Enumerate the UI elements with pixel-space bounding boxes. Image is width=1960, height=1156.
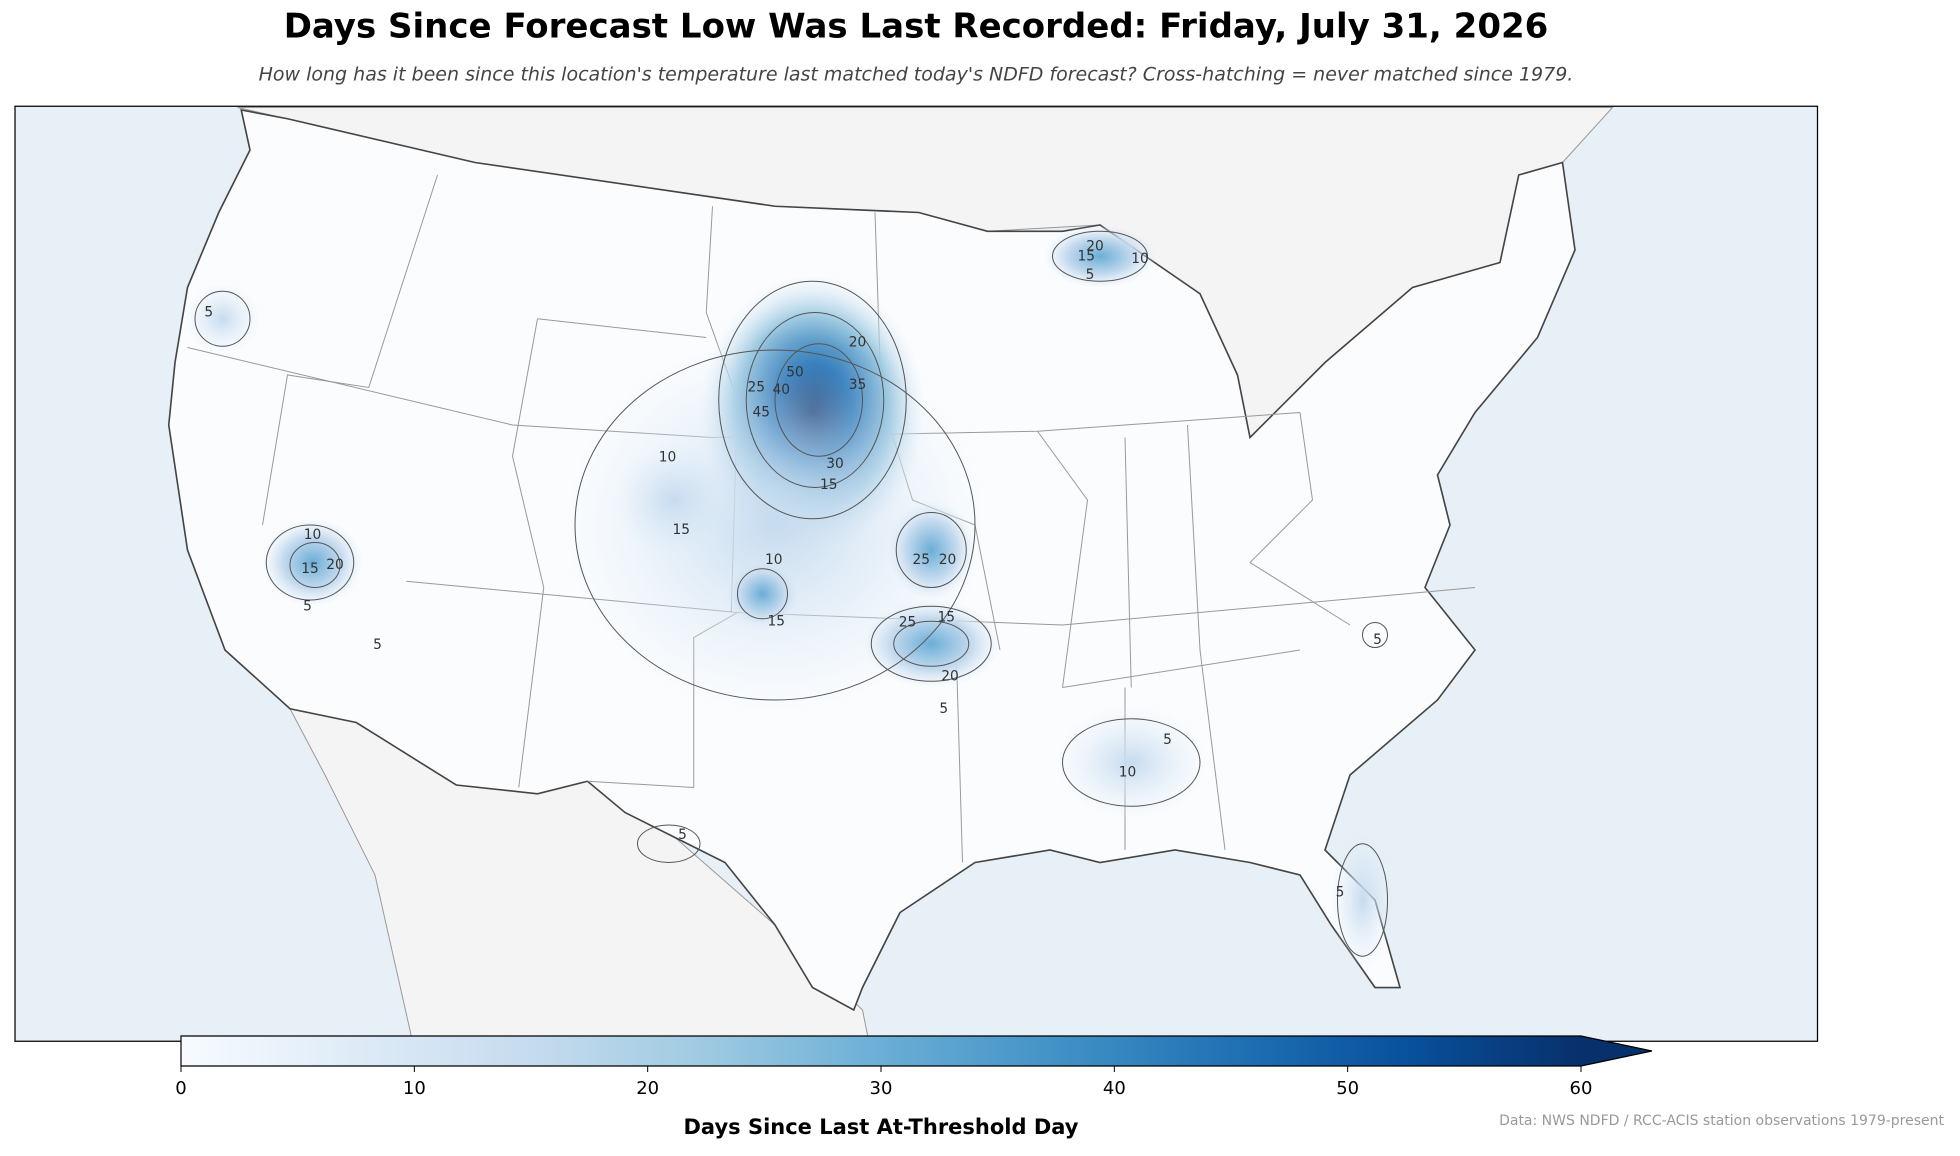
- contour-label: 10: [1131, 251, 1149, 267]
- contour-label: 5: [939, 701, 948, 717]
- contour-label: 5: [373, 637, 382, 653]
- contour-label: 10: [765, 552, 783, 568]
- contour-label: 30: [826, 456, 844, 472]
- colorbar-tick-label: 20: [636, 1078, 659, 1099]
- contour-label: 5: [1163, 732, 1172, 748]
- contour-label: 15: [673, 522, 691, 538]
- contour-label: 5: [204, 305, 213, 321]
- shading: [185, 225, 1394, 969]
- colorbar-tick-label: 30: [870, 1078, 893, 1099]
- contour-label: 5: [1336, 885, 1345, 901]
- colorbar-tick-label: 10: [403, 1078, 426, 1099]
- contours: [194, 230, 1388, 957]
- contour-label: 5: [678, 827, 687, 843]
- contour-label: 45: [753, 405, 771, 421]
- contour-label: 15: [1078, 248, 1096, 264]
- colorbar-tick-label: 50: [1336, 1078, 1359, 1099]
- contour-label: 5: [1373, 632, 1382, 648]
- colorbar-tick-label: 0: [175, 1078, 186, 1099]
- contour-label: 20: [326, 557, 344, 573]
- contour-label: 20: [1086, 238, 1104, 254]
- contour-label: 5: [303, 598, 312, 614]
- colorbar-body: [181, 1036, 1581, 1066]
- contour-label: 35: [849, 377, 867, 393]
- contour-label: 15: [301, 561, 319, 577]
- contour-label: 5: [1086, 267, 1095, 283]
- contour-label: 15: [768, 613, 786, 629]
- colorbar: 0 10 20 30 40 50 60: [175, 1035, 1653, 1099]
- chart-title: Days Since Forecast Low Was Last Recorde…: [284, 7, 1549, 47]
- contour-label: 10: [1119, 765, 1137, 781]
- contour-label: 15: [820, 477, 838, 493]
- contour-label: 20: [849, 335, 867, 351]
- contour-label: 10: [659, 450, 677, 466]
- contour-label: 25: [748, 380, 766, 396]
- contour-label: 40: [773, 382, 791, 398]
- colorbar-tick-label: 60: [1570, 1078, 1593, 1099]
- contour-label: 10: [304, 527, 322, 543]
- colorbar-extend: [1581, 1036, 1652, 1066]
- contour-label: 20: [939, 552, 957, 568]
- chart-subtitle: How long has it been since this location…: [259, 64, 1574, 86]
- contour-label: 25: [899, 615, 917, 631]
- contour-label: 20: [941, 668, 959, 684]
- contour-label: 50: [786, 365, 804, 381]
- contour-label: 25: [913, 552, 931, 568]
- colorbar-label: Days Since Last At-Threshold Day: [684, 1115, 1079, 1139]
- source-note: Data: NWS NDFD / RCC-ACIS station observ…: [1499, 1113, 1944, 1129]
- contour-label: 15: [938, 610, 956, 626]
- colorbar-tick-label: 40: [1103, 1078, 1126, 1099]
